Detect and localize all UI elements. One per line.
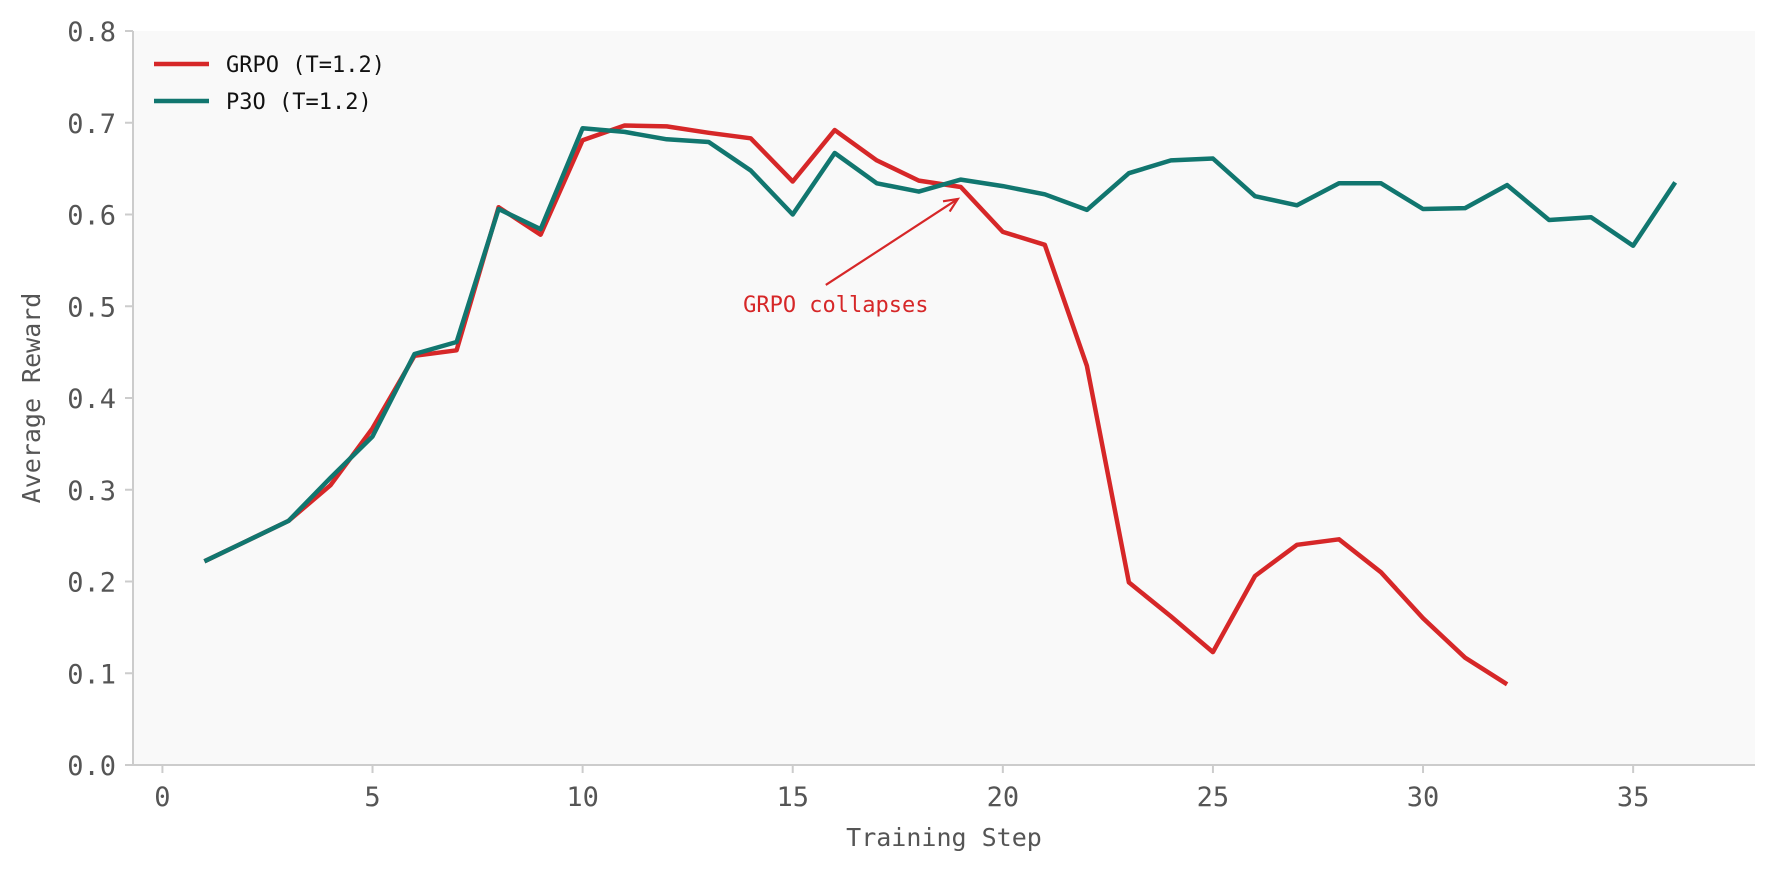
x-tick-label: 10 (566, 782, 599, 813)
y-tick-label: 0.0 (67, 751, 116, 782)
y-tick-label: 0.1 (67, 659, 116, 690)
y-tick-label: 0.4 (67, 384, 116, 415)
y-tick-label: 0.8 (67, 17, 116, 48)
x-tick-label: 35 (1617, 782, 1650, 813)
x-tick-label: 5 (364, 782, 380, 813)
y-tick-label: 0.6 (67, 201, 116, 232)
series-line-p3o (203, 126, 1678, 564)
x-axis-ticks: 0 5 10 15 20 25 30 35 (154, 765, 1649, 813)
y-tick-label: 0.5 (67, 292, 116, 323)
x-tick-label: 0 (154, 782, 170, 813)
plot-area (133, 31, 1755, 765)
legend-label: GRPO (T=1.2) (226, 53, 385, 78)
annotation-arrow-shaft (825, 198, 959, 286)
x-tick-label: 30 (1407, 782, 1440, 813)
y-axis-ticks: 0.0 0.1 0.2 0.3 0.4 0.5 0.6 0.7 0.8 (67, 17, 133, 782)
annotation-arrow-head (942, 197, 961, 213)
y-tick-label: 0.3 (67, 476, 116, 507)
x-axis-label: Training Step (846, 823, 1042, 852)
series-line-grpo (203, 123, 1509, 687)
y-tick-label: 0.2 (67, 568, 116, 599)
y-axis-label: Average Reward (17, 293, 46, 504)
annotation-layer: GRPO collapses (743, 197, 961, 318)
y-tick-label: 0.7 (67, 109, 116, 140)
x-tick-label: 15 (776, 782, 809, 813)
x-tick-label: 20 (987, 782, 1020, 813)
series-layer (203, 123, 1678, 687)
x-tick-label: 25 (1197, 782, 1230, 813)
legend-label: P3O (T=1.2) (226, 90, 372, 115)
annotation-text: GRPO collapses (743, 293, 928, 318)
legend: GRPO (T=1.2) P3O (T=1.2) (154, 53, 385, 115)
